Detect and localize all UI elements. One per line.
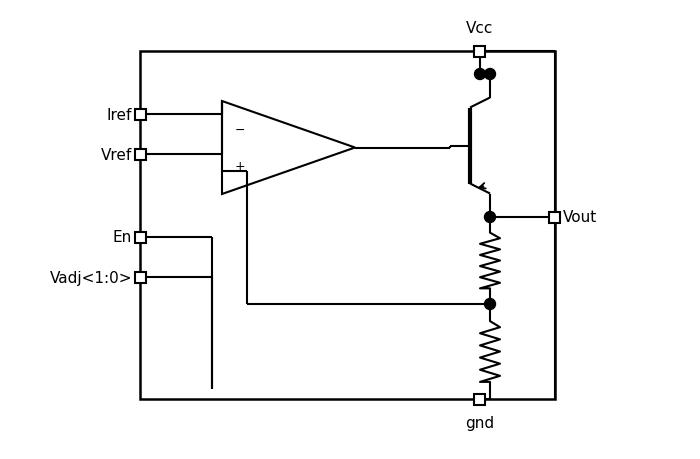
Text: −: − [234, 123, 245, 136]
Text: Vcc: Vcc [466, 21, 494, 36]
Bar [550, 212, 561, 223]
Bar [134, 232, 146, 243]
Bar [475, 46, 486, 57]
Circle shape [484, 69, 496, 80]
Circle shape [484, 299, 496, 310]
Text: Vref: Vref [101, 147, 132, 162]
Bar [475, 394, 486, 405]
Circle shape [475, 69, 486, 80]
Text: +: + [234, 160, 245, 173]
Bar [140, 52, 555, 399]
Text: En: En [113, 230, 132, 245]
Text: gnd: gnd [466, 415, 495, 430]
Text: Vout: Vout [563, 210, 597, 225]
Text: Vadj<1:0>: Vadj<1:0> [50, 270, 132, 285]
Bar [134, 109, 146, 120]
Bar [134, 272, 146, 283]
Circle shape [484, 212, 496, 223]
Bar [134, 149, 146, 160]
Text: Iref: Iref [106, 107, 132, 122]
